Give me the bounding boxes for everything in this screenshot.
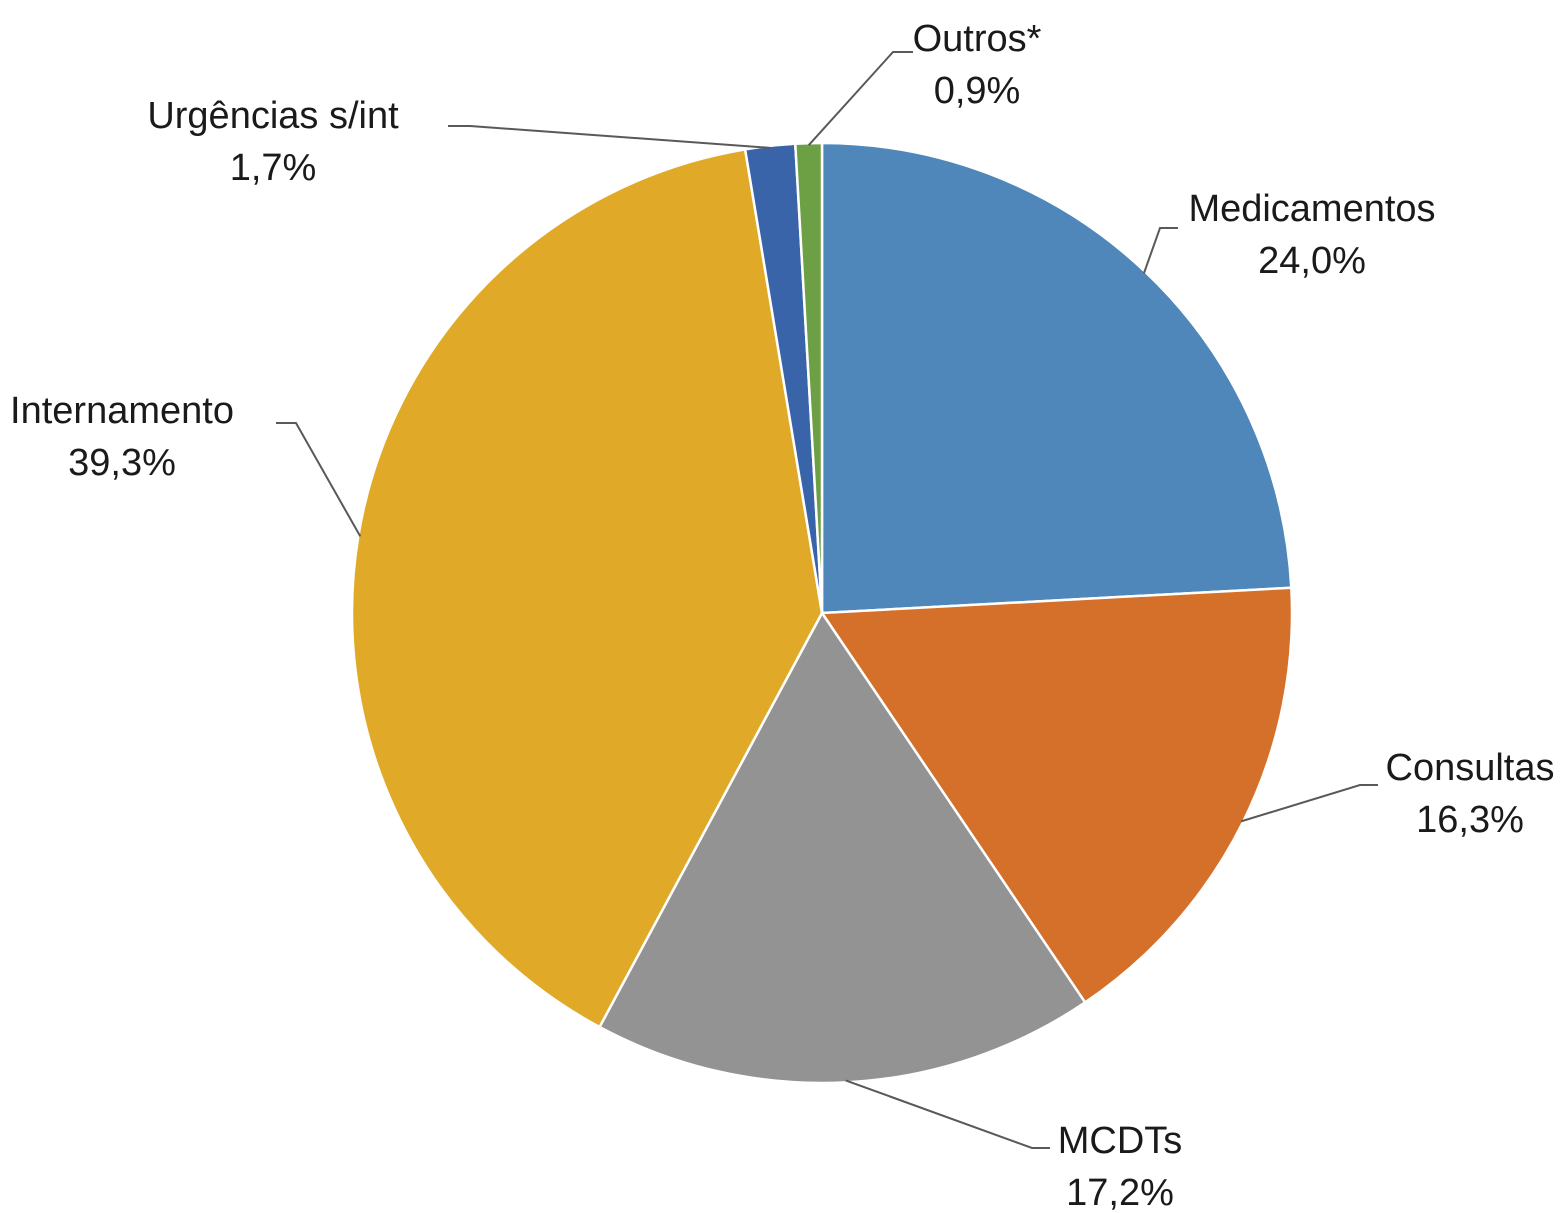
- label-value-medicamentos: 24,0%: [1258, 240, 1366, 282]
- label-name-consultas: Consultas: [1386, 747, 1555, 789]
- label-name-mcdts: MCDTs: [1058, 1120, 1183, 1162]
- leader-line-outros: [807, 51, 913, 146]
- label-value-urgencias: 1,7%: [230, 147, 317, 189]
- label-name-internamento: Internamento: [10, 390, 234, 432]
- label-name-urgencias: Urgências s/int: [147, 95, 399, 137]
- leader-lines: [276, 51, 1378, 1149]
- label-value-mcdts: 17,2%: [1066, 1172, 1174, 1213]
- pie-slices: [350, 141, 1294, 1085]
- leader-line-consultas: [1240, 784, 1378, 823]
- pie-slice-consultas: [819, 586, 1294, 1005]
- label-name-outros: Outros*: [913, 18, 1042, 60]
- label-name-medicamentos: Medicamentos: [1188, 188, 1435, 230]
- pie-slice-outros: [793, 141, 824, 614]
- pie-slice-mcdts: [597, 610, 1087, 1085]
- leader-line-mcdts: [845, 1079, 1050, 1149]
- label-value-internamento: 39,3%: [68, 442, 176, 484]
- pie-slice-internamento: [350, 147, 824, 1029]
- leader-line-medicamentos: [1142, 227, 1178, 274]
- label-value-outros: 0,9%: [934, 70, 1021, 112]
- leader-line-urgencias-s-int: [448, 125, 771, 149]
- label-value-consultas: 16,3%: [1416, 799, 1524, 841]
- slice-labels: Medicamentos 24,0% Consultas 16,3% MCDTs…: [10, 18, 1554, 1213]
- leader-line-internamento: [276, 422, 362, 537]
